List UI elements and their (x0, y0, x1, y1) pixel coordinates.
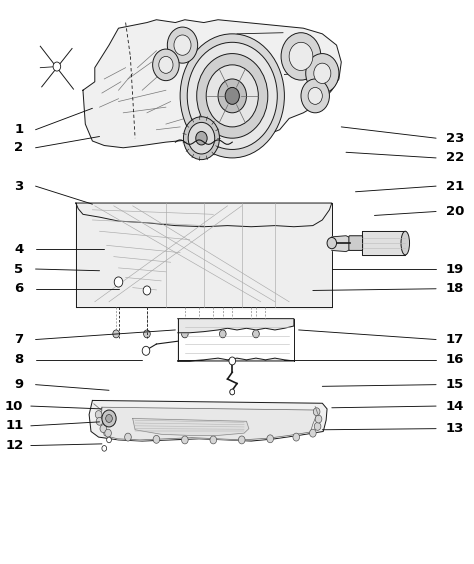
Text: 15: 15 (446, 378, 464, 391)
Text: 8: 8 (14, 353, 24, 367)
Circle shape (229, 357, 236, 365)
Text: 10: 10 (5, 399, 23, 413)
Circle shape (107, 437, 111, 443)
Polygon shape (332, 236, 351, 252)
Circle shape (327, 237, 337, 249)
Circle shape (289, 42, 313, 70)
Circle shape (182, 436, 188, 444)
Circle shape (159, 56, 173, 73)
Text: 20: 20 (446, 205, 464, 218)
Text: 4: 4 (14, 243, 24, 256)
Text: 22: 22 (446, 151, 464, 165)
Circle shape (102, 410, 116, 427)
Circle shape (197, 54, 268, 138)
Circle shape (102, 446, 107, 451)
Text: 7: 7 (14, 333, 24, 346)
Circle shape (114, 277, 123, 287)
Text: 21: 21 (446, 179, 464, 193)
Circle shape (281, 33, 321, 80)
Circle shape (182, 330, 188, 338)
Circle shape (206, 65, 258, 127)
Circle shape (308, 87, 322, 104)
Circle shape (180, 34, 284, 158)
Circle shape (314, 422, 321, 430)
Circle shape (230, 389, 235, 395)
Polygon shape (76, 203, 332, 227)
Circle shape (315, 415, 322, 423)
Circle shape (143, 286, 151, 295)
Circle shape (153, 49, 179, 81)
Polygon shape (89, 400, 327, 441)
Text: 12: 12 (5, 439, 23, 452)
Text: 9: 9 (14, 378, 24, 391)
Text: 18: 18 (446, 282, 464, 296)
Circle shape (100, 425, 107, 433)
Text: 2: 2 (14, 141, 24, 155)
Circle shape (113, 330, 119, 338)
Circle shape (219, 330, 226, 338)
Polygon shape (100, 407, 317, 440)
Text: 3: 3 (14, 179, 24, 193)
Text: 19: 19 (446, 262, 464, 276)
Circle shape (95, 411, 102, 418)
Text: 13: 13 (446, 422, 464, 435)
Text: 14: 14 (446, 399, 464, 413)
Circle shape (153, 435, 160, 443)
Text: 17: 17 (446, 333, 464, 346)
Circle shape (306, 54, 339, 93)
Circle shape (106, 415, 112, 422)
Text: 11: 11 (5, 419, 23, 433)
FancyBboxPatch shape (349, 236, 363, 250)
Circle shape (144, 330, 150, 338)
Ellipse shape (401, 231, 410, 255)
Text: 1: 1 (14, 123, 24, 136)
Circle shape (230, 389, 235, 395)
Circle shape (301, 79, 329, 113)
Circle shape (218, 79, 246, 113)
Circle shape (188, 122, 215, 154)
Circle shape (267, 435, 273, 443)
Text: 16: 16 (446, 353, 464, 367)
Circle shape (310, 429, 316, 437)
Circle shape (210, 436, 217, 444)
Text: 5: 5 (14, 262, 24, 276)
Circle shape (125, 433, 131, 441)
Circle shape (187, 42, 277, 149)
Circle shape (253, 330, 259, 338)
Polygon shape (133, 418, 249, 435)
Polygon shape (362, 231, 405, 255)
Circle shape (314, 63, 331, 83)
Circle shape (105, 429, 111, 437)
Circle shape (96, 417, 103, 425)
Polygon shape (83, 20, 341, 148)
Circle shape (174, 35, 191, 55)
Text: 6: 6 (14, 282, 24, 296)
Polygon shape (178, 319, 294, 361)
Circle shape (142, 346, 150, 355)
Circle shape (53, 62, 61, 71)
Circle shape (167, 27, 198, 63)
Circle shape (196, 131, 207, 145)
Circle shape (183, 117, 219, 160)
Text: 23: 23 (446, 131, 464, 145)
Circle shape (225, 87, 239, 104)
Circle shape (238, 436, 245, 444)
Circle shape (293, 433, 300, 441)
Circle shape (313, 408, 320, 416)
